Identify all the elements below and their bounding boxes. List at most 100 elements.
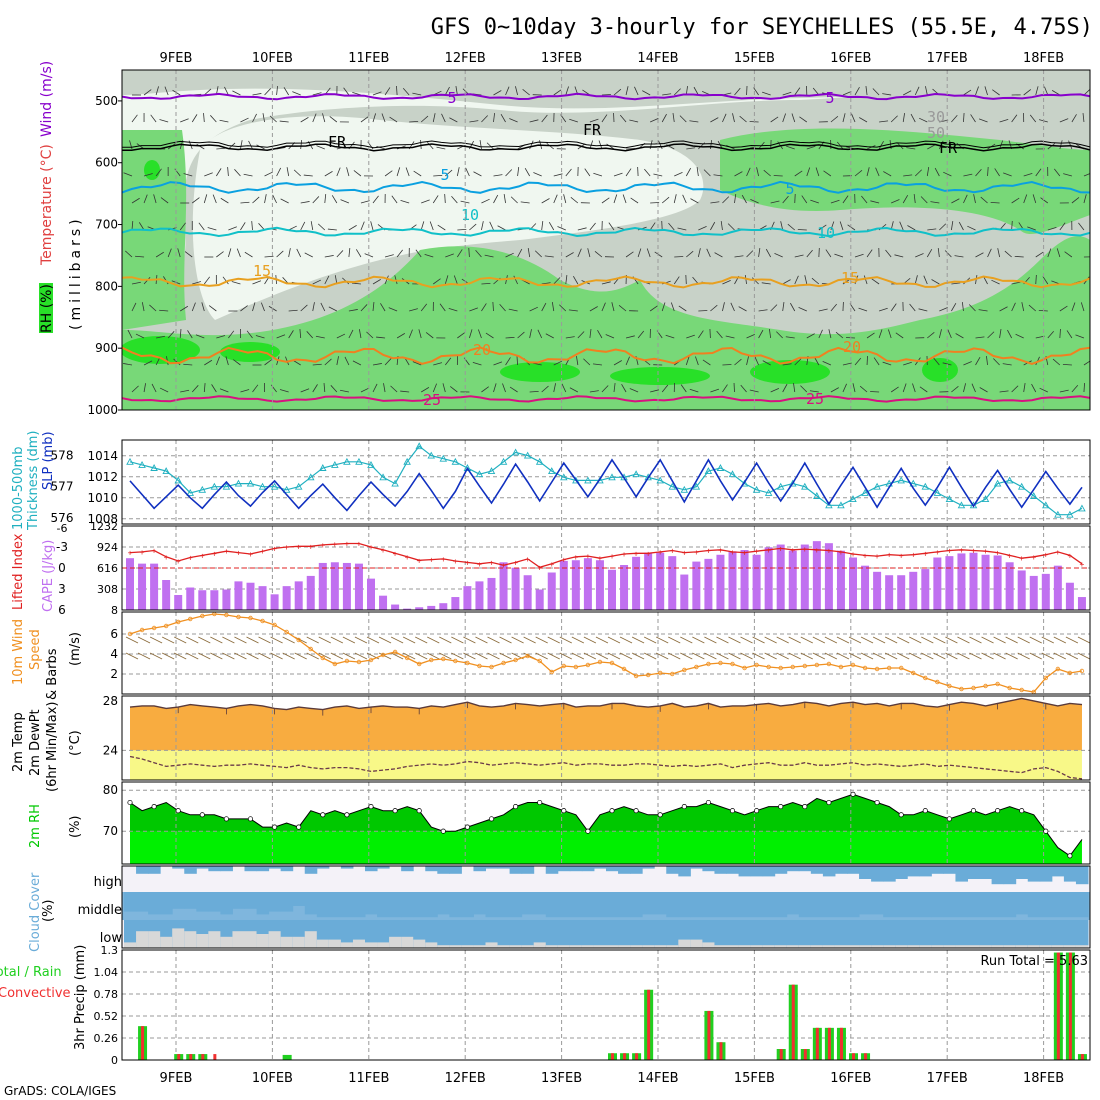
wind-barb: [159, 309, 169, 312]
wind-barb: [653, 173, 663, 177]
wind-barb: [191, 302, 196, 312]
wind-barb: [673, 194, 677, 204]
wind-barb: [524, 168, 530, 177]
wind-barb: [360, 304, 368, 312]
wind-barb: [637, 330, 645, 339]
contour-label: 20: [473, 341, 491, 359]
cloud-low-bar: [124, 942, 137, 948]
panel3-li-label: Lifted Index: [11, 533, 26, 610]
cape-bar: [849, 557, 857, 610]
wind-barb: [710, 304, 718, 312]
wind-barb: [984, 86, 988, 96]
wind-barb: [376, 336, 386, 339]
wind-barb: [517, 331, 525, 339]
precip-frame: [121, 949, 1091, 1061]
panel6-labels: 2m RH (%): [28, 804, 83, 848]
cape-bar: [222, 589, 231, 610]
wind10-point: [742, 665, 747, 671]
temp-fill: [130, 698, 1082, 751]
wind-barb: [312, 92, 322, 96]
wind-barb: [907, 225, 916, 231]
rh-bright-blob: [122, 336, 200, 364]
panel2-labels: 1000-500mb Thickness (dm) SLP (mb): [11, 431, 56, 531]
thickness-point: [957, 501, 966, 509]
wind-barb: [421, 199, 430, 204]
cloud-low-bar: [798, 945, 812, 948]
wind10-point: [585, 662, 591, 668]
wind10-point: [272, 622, 277, 628]
cape-bar: [909, 571, 918, 610]
wind-barb: [1015, 333, 1024, 339]
wind-barb: [751, 277, 759, 285]
wind-barb: [806, 167, 811, 177]
cloud-high-bar: [569, 866, 583, 872]
wind-barb: [649, 222, 656, 231]
wind-barb-10m: [1053, 652, 1067, 660]
wind-barb-10m: [607, 636, 621, 644]
wind-barb-10m: [318, 636, 332, 644]
wind10-point: [754, 662, 759, 668]
lifted-point: +: [694, 548, 699, 557]
freezing-level-line-2: [122, 140, 1090, 149]
contour-label: 5: [785, 180, 794, 198]
wind-barb: [987, 331, 995, 339]
wind-barb: [529, 306, 538, 312]
wind-barb: [823, 170, 832, 177]
wind-barb: [232, 90, 241, 96]
lifted-point: +: [308, 542, 313, 551]
wind-barb-10m: [740, 636, 753, 644]
cloud-low-bar: [136, 931, 149, 948]
x-tick-label-bottom: 15FEB: [734, 1071, 775, 1086]
wind-barb: [569, 118, 578, 123]
cloud-high-bar: [401, 866, 414, 872]
temp-contour-10: [122, 226, 1090, 238]
wind-barb-10m: [414, 636, 428, 644]
cloud-low-base: [365, 920, 378, 948]
wind-barb-10m: [909, 652, 922, 660]
wind-barb: [1059, 328, 1061, 339]
wind-barb: [376, 145, 386, 150]
lifted-point: +: [863, 551, 868, 560]
wind10-point: [392, 649, 398, 655]
wind10-point: [609, 660, 615, 666]
wind-barb: [951, 198, 960, 204]
wind-barb: [710, 221, 716, 231]
wind10-point: [947, 683, 952, 689]
cloud-low-base: [630, 920, 643, 948]
wind-barb: [1053, 168, 1061, 177]
cloud-high-bar: [750, 866, 764, 877]
cloud-high-bar: [991, 866, 1005, 885]
wind-barb-10m: [125, 652, 139, 660]
wind-barb: [963, 361, 972, 366]
wind-barb-10m: [487, 652, 500, 660]
rh-point: [657, 812, 663, 818]
wind-barb: [661, 196, 670, 204]
wind-barb: [650, 389, 659, 393]
wind-barb: [634, 86, 639, 96]
wind-barb: [505, 86, 510, 96]
lifted-point: +: [573, 553, 578, 562]
wind-barb: [484, 254, 494, 258]
lifted-point: +: [1031, 553, 1036, 562]
wind-barb: [493, 361, 503, 366]
panel7-labels: Cloud Cover (%) high middle low: [28, 872, 122, 952]
wind-barb: [914, 275, 918, 285]
cape-bar: [451, 597, 460, 610]
thickness-point: [198, 485, 207, 493]
cloud-low-bar: [340, 942, 354, 948]
wind-barb: [914, 86, 920, 96]
y-tick-label: 600: [95, 156, 118, 170]
wind-barb-10m: [125, 636, 139, 644]
cloud-low-base: [702, 920, 715, 948]
wind-barb: [329, 116, 338, 123]
wind-barb: [679, 115, 687, 123]
cloud-low-bar: [196, 934, 209, 948]
wind-barb: [926, 167, 930, 177]
wind-barb: [618, 305, 627, 312]
thickness-point: [560, 473, 568, 481]
cloud-high-bar: [714, 866, 727, 874]
wind-barb: [216, 147, 226, 150]
wind-barb: [509, 386, 518, 393]
cloud-low-base: [907, 920, 920, 948]
wind-barb: [1083, 88, 1090, 96]
